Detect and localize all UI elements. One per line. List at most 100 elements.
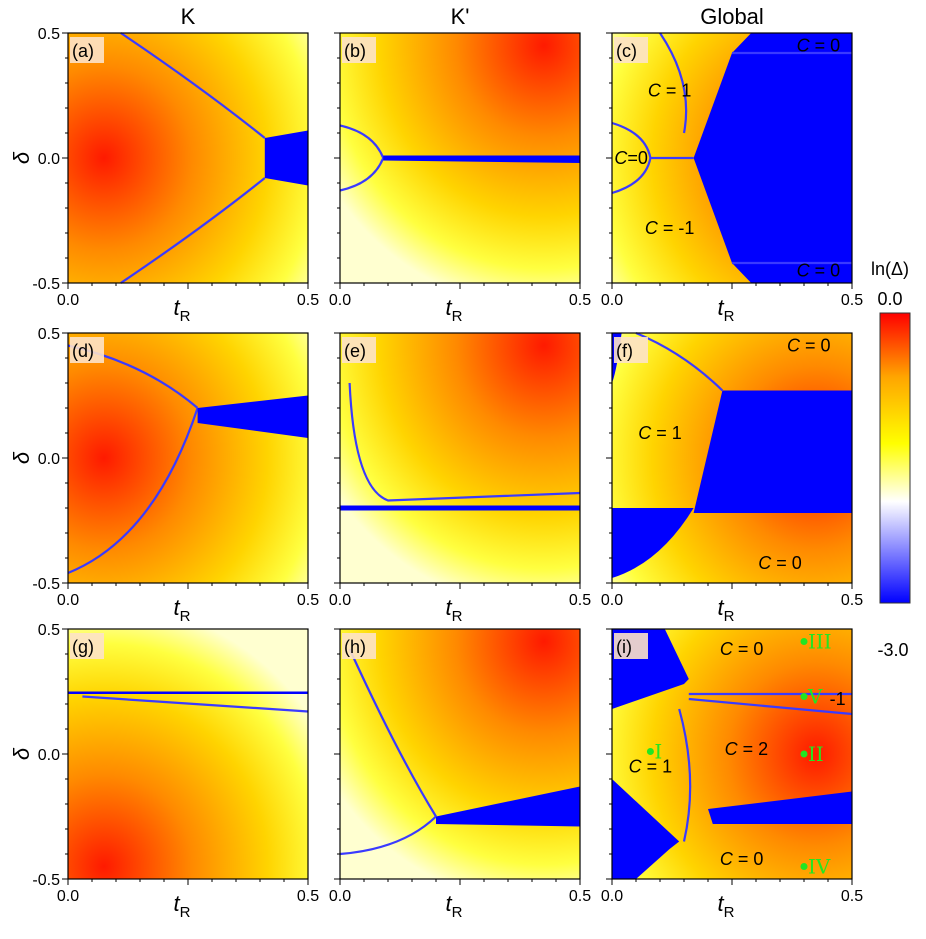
gap-closed-region [197, 395, 308, 438]
region-symbol: C [629, 757, 643, 777]
panel-label-box [70, 633, 104, 659]
region-symbol: C [797, 261, 811, 281]
panel-label-box [614, 37, 648, 63]
region-symbol: C [725, 739, 739, 759]
x-tick-label: 0.5 [569, 592, 591, 609]
region-label: C = 2 [725, 739, 769, 759]
x-axis-label-sub: R [724, 608, 735, 625]
region-label: C = 0 [720, 639, 764, 659]
phase-boundary [659, 32, 688, 134]
x-tick-label: 0.5 [297, 592, 319, 609]
region-symbol: C [648, 81, 662, 101]
panel-label-box [342, 633, 376, 659]
panel-label-box [342, 37, 376, 63]
gap-closed-region [264, 130, 308, 186]
x-tick-label: 0.0 [329, 592, 351, 609]
panel-label-box [614, 633, 648, 659]
x-tick-label: 0.0 [57, 292, 79, 309]
region-label: C = 1 [629, 757, 673, 777]
x-tick-label: 0.5 [841, 292, 863, 309]
region-value: = 0 [733, 639, 764, 659]
region-label: C = 0 [797, 261, 841, 281]
region-label: C = 0 [720, 849, 764, 869]
phase-boundary [67, 407, 199, 575]
y-tick-label: 0.5 [38, 622, 60, 639]
panel-label: (a) [72, 41, 94, 61]
panel-c: 0.0 0.5tR(c) C = 0C = 1C=0C = -1C = 0 [601, 32, 863, 325]
panel-label: (g) [72, 637, 94, 657]
panel-label: (f) [616, 341, 633, 361]
x-axis-label-sub: R [452, 608, 463, 625]
region-symbol: C [645, 218, 659, 238]
panel-label: (e) [344, 341, 366, 361]
region-symbol: C [797, 36, 811, 56]
gap-closed-region [612, 508, 694, 578]
colorbar: ln(Δ) 0.0 -3.0 [871, 259, 911, 660]
x-axis-label: tR [174, 891, 191, 921]
region-symbol: C [758, 553, 772, 573]
y-tick-label: 0.5 [38, 326, 60, 343]
x-tick-label: 0.5 [841, 592, 863, 609]
x-tick-label: 0.5 [841, 888, 863, 905]
region-value: = 0 [800, 336, 831, 356]
gap-closed-region [68, 691, 308, 694]
colorbar-max-label: 0.0 [877, 289, 902, 309]
panel-label: (h) [344, 637, 366, 657]
y-tick-label: -0.5 [32, 576, 60, 593]
panel-label-box [342, 337, 376, 363]
phase-boundary [120, 32, 266, 139]
x-axis-label: tR [174, 295, 191, 325]
region-value: = 0 [771, 553, 802, 573]
marked-point [646, 748, 654, 755]
heatmap-field [340, 629, 580, 879]
region-label: C = 0 [758, 553, 802, 573]
marked-point [800, 693, 808, 700]
x-axis-label: tR [174, 595, 191, 625]
region-value: = -1 [658, 218, 695, 238]
region-label: C = -1 [645, 218, 695, 238]
x-tick-label: 0.0 [601, 592, 623, 609]
x-axis-label: tR [446, 295, 463, 325]
x-axis-label: tR [446, 595, 463, 625]
phase-boundary [120, 177, 266, 284]
region-label: C = 0 [797, 36, 841, 56]
region-value: = 2 [738, 739, 769, 759]
marked-point [800, 638, 808, 645]
x-tick-label: 0.0 [601, 292, 623, 309]
marked-point-label: IV [808, 855, 831, 879]
x-axis-label-sub: R [180, 904, 191, 921]
x-tick-label: 0.0 [57, 592, 79, 609]
x-tick-label: 0.5 [297, 888, 319, 905]
colorbar-gradient [879, 312, 911, 604]
panel-e: 0.0 0.5 tR (e) [329, 332, 591, 625]
region-symbol: C [720, 639, 734, 659]
region-symbol: C [614, 148, 628, 168]
gap-closed-region [693, 33, 852, 283]
y-axis-label: δ [9, 451, 34, 464]
phase-boundary [348, 382, 581, 502]
column-titles: K K' Global [181, 4, 764, 29]
region-label: C = 1 [638, 423, 682, 443]
gap-closed-region [693, 390, 852, 513]
region-value: = 1 [651, 423, 682, 443]
x-axis-label-sub: R [452, 904, 463, 921]
region-value: =0 [627, 148, 648, 168]
region-value: = 0 [810, 36, 841, 56]
heatmap-field [340, 333, 580, 583]
x-tick-label: 0.0 [57, 888, 79, 905]
region-symbol: C [720, 849, 734, 869]
panel-h: 0.0 0.5 tR (h) [329, 628, 591, 921]
x-tick-label: 0.0 [329, 888, 351, 905]
phase-boundary [678, 708, 692, 842]
panel-label: (i) [616, 637, 632, 657]
colorbar-label: ln(Δ) [871, 259, 909, 279]
panel-b: 0.0 0.5 tR (b) [329, 32, 591, 325]
y-tick-label: 0.0 [38, 151, 60, 168]
marked-point-label: II [808, 742, 824, 766]
x-axis-label-sub: R [724, 904, 735, 921]
